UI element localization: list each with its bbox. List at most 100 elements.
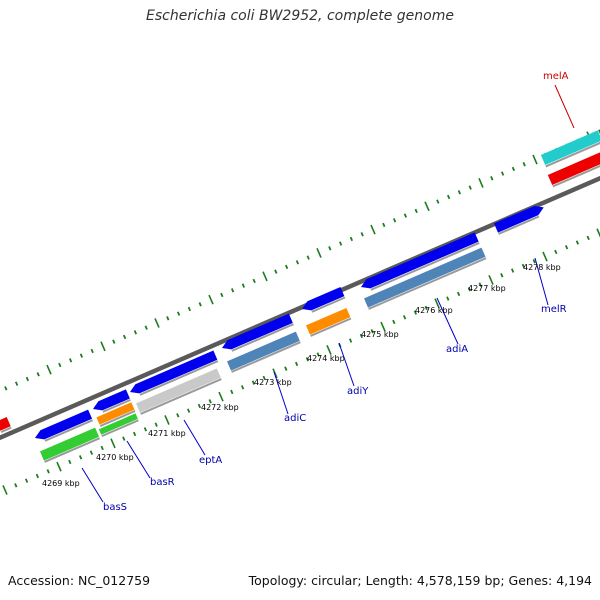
- callout-eptA: [183, 419, 206, 456]
- inner-tick: [348, 338, 353, 343]
- outer-tick: [274, 269, 278, 274]
- inner-tick: [316, 352, 320, 357]
- accession-text: Accession: NC_012759: [8, 573, 151, 588]
- outer-tick: [100, 341, 106, 352]
- inner-tick: [143, 427, 148, 432]
- inner-tick: [413, 310, 418, 315]
- inner-tick: [564, 245, 569, 250]
- inner-tick: [89, 450, 94, 455]
- gene-blue-2: [93, 389, 131, 413]
- inner-tick: [262, 375, 266, 381]
- inner-tick: [100, 445, 104, 451]
- gene-eptA: [136, 368, 222, 415]
- outer-tick: [122, 334, 127, 340]
- scale-label-4274: 4274 kbp: [307, 354, 345, 363]
- gene-blue-5: [302, 286, 346, 313]
- inner-tick: [164, 415, 170, 425]
- outer-tick: [187, 306, 192, 312]
- scale-label-4269: 4269 kbp: [42, 479, 80, 488]
- gene-melA-red: [547, 152, 600, 188]
- outer-tick: [414, 208, 418, 214]
- gene-basR-orange: [96, 402, 136, 427]
- inner-tick: [46, 469, 50, 474]
- inner-tick: [575, 240, 580, 245]
- outer-tick: [68, 358, 73, 363]
- inner-tick: [446, 296, 450, 301]
- outer-tick: [478, 178, 484, 188]
- outer-tick: [522, 162, 526, 167]
- gene-adiA: [364, 247, 487, 310]
- inner-tick: [122, 436, 126, 441]
- outer-tick: [446, 194, 451, 200]
- gene-adiY: [306, 307, 352, 337]
- gene-basR-green: [98, 413, 139, 438]
- outer-tick: [284, 264, 289, 270]
- inner-tick: [586, 235, 590, 241]
- outer-tick: [392, 218, 397, 223]
- inner-tick: [500, 273, 504, 278]
- inner-tick: [392, 319, 396, 325]
- inner-tick: [294, 361, 299, 367]
- outer-tick: [328, 246, 332, 251]
- gene-label-eptA: eptA: [199, 455, 222, 466]
- outer-tick: [112, 339, 116, 344]
- inner-tick: [176, 413, 180, 418]
- outer-tick: [338, 241, 343, 246]
- scale-label-4277: 4277 kbp: [468, 284, 506, 293]
- tick-tracks: [2, 129, 600, 495]
- callout-melR: [534, 257, 549, 306]
- outer-tick: [46, 364, 52, 375]
- outer-tick: [25, 376, 30, 382]
- callout-adiY: [338, 342, 355, 387]
- outer-tick: [241, 283, 246, 288]
- inner-tick: [467, 287, 472, 292]
- outer-tick: [457, 190, 462, 195]
- scale-label-4278: 4278 kbp: [523, 263, 561, 272]
- outer-tick: [295, 260, 300, 265]
- inner-tick: [154, 422, 158, 427]
- inner-tick: [208, 399, 212, 404]
- inner-tick: [370, 329, 374, 334]
- inner-tick: [305, 357, 310, 362]
- outer-tick: [36, 372, 40, 377]
- gene-label-melR: melR: [541, 304, 567, 315]
- inner-tick: [596, 228, 600, 238]
- map-title: Escherichia coli BW2952, complete genome: [146, 8, 454, 24]
- inner-tick: [272, 368, 278, 379]
- outer-tick: [532, 154, 538, 165]
- inner-tick: [197, 403, 202, 409]
- inner-tick: [521, 263, 526, 269]
- outer-tick: [436, 199, 440, 204]
- inner-tick: [78, 455, 83, 460]
- scale-label-4276: 4276 kbp: [415, 306, 453, 315]
- outer-tick: [208, 294, 214, 305]
- inner-tick: [359, 333, 364, 339]
- inner-tick: [68, 459, 72, 465]
- gene-label-adiY: adiY: [347, 386, 369, 397]
- outer-tick: [490, 176, 494, 181]
- gene-adiC: [227, 331, 301, 373]
- outer-tick: [382, 222, 386, 228]
- outer-tick: [198, 302, 202, 307]
- callout-melA: [554, 84, 575, 129]
- genome-backbone: [0, 175, 600, 441]
- inner-tick: [240, 385, 245, 390]
- inner-tick: [402, 315, 407, 320]
- outer-tick: [252, 278, 256, 284]
- scale-label-4271: 4271 kbp: [148, 429, 186, 438]
- outer-tick: [79, 353, 84, 358]
- inner-tick: [218, 391, 224, 402]
- outer-tick: [176, 311, 181, 316]
- outer-tick: [220, 292, 224, 298]
- outer-tick: [262, 271, 268, 282]
- inner-tick: [424, 305, 428, 311]
- inner-tick: [230, 389, 234, 395]
- outer-tick: [144, 325, 148, 330]
- inner-tick: [35, 473, 40, 479]
- outer-tick: [424, 201, 430, 212]
- gene-label-basS: basS: [103, 502, 127, 513]
- outer-tick: [370, 224, 376, 235]
- outer-tick: [90, 348, 94, 354]
- inner-tick: [456, 291, 461, 297]
